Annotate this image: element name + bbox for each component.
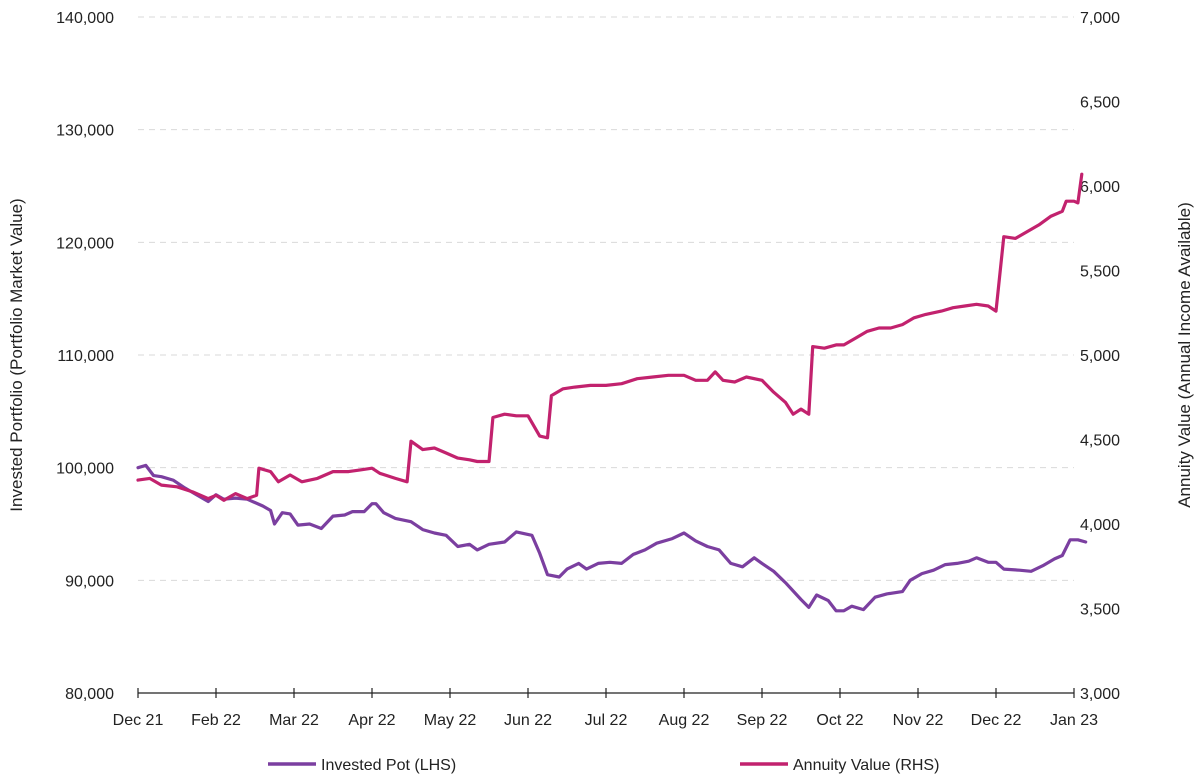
right-axis-ticks: 3,000 3,500 4,000 4,500 5,000 5,500 6,000 6,500… xyxy=(1080,10,1120,703)
x-axis-ticks: Dec 21 Feb 22 Mar 22 Apr 22 May 22 Jun 22 Jul … xyxy=(113,688,1098,729)
legend-label: Invested Pot (LHS) xyxy=(321,757,456,774)
left-tick-label: 140,000 xyxy=(56,10,114,27)
right-tick-label: 6,000 xyxy=(1080,179,1120,196)
left-tick-label: 130,000 xyxy=(56,123,114,140)
right-tick-label: 4,500 xyxy=(1080,433,1120,450)
legend-label: Annuity Value (RHS) xyxy=(793,757,939,774)
x-tick-label: Oct 22 xyxy=(816,712,863,729)
x-tick-label: Apr 22 xyxy=(348,712,395,729)
right-tick-label: 3,500 xyxy=(1080,602,1120,619)
left-tick-label: 110,000 xyxy=(57,348,114,365)
x-tick-label: Feb 22 xyxy=(191,712,241,729)
gridlines xyxy=(138,16,1074,581)
annuity-value-line xyxy=(136,172,1084,502)
right-tick-label: 4,000 xyxy=(1080,517,1120,534)
x-tick-label: Mar 22 xyxy=(269,712,319,729)
left-tick-label: 120,000 xyxy=(56,235,114,252)
x-tick-label: Nov 22 xyxy=(893,712,944,729)
right-tick-label: 5,000 xyxy=(1080,348,1120,365)
series-lines xyxy=(136,172,1088,613)
right-tick-label: 5,500 xyxy=(1080,264,1120,281)
x-tick-label: Jul 22 xyxy=(585,712,628,729)
right-axis-title: Annuity Value (Annual Income Available) xyxy=(1175,202,1194,508)
x-tick-label: Dec 22 xyxy=(971,712,1022,729)
x-tick-label: Jun 22 xyxy=(504,712,552,729)
left-tick-label: 100,000 xyxy=(56,461,114,478)
x-tick-label: Aug 22 xyxy=(659,712,710,729)
legend: Invested Pot (LHS) Annuity Value (RHS) xyxy=(268,757,939,774)
x-tick-label: Sep 22 xyxy=(737,712,788,729)
left-axis-ticks: 80,000 90,000 100,000 110,000 120,000 130,000… xyxy=(56,10,114,703)
x-tick-label: Dec 21 xyxy=(113,712,164,729)
right-tick-label: 3,000 xyxy=(1080,686,1120,703)
left-tick-label: 80,000 xyxy=(65,686,114,703)
right-tick-label: 6,500 xyxy=(1080,95,1120,112)
x-tick-label: May 22 xyxy=(424,712,477,729)
x-tick-label: Jan 23 xyxy=(1050,712,1098,729)
invested-pot-line xyxy=(136,463,1088,613)
left-tick-label: 90,000 xyxy=(65,573,114,590)
left-axis-title: Invested Portfolio (Portfolio Market Val… xyxy=(7,198,26,511)
right-tick-label: 7,000 xyxy=(1080,10,1120,27)
